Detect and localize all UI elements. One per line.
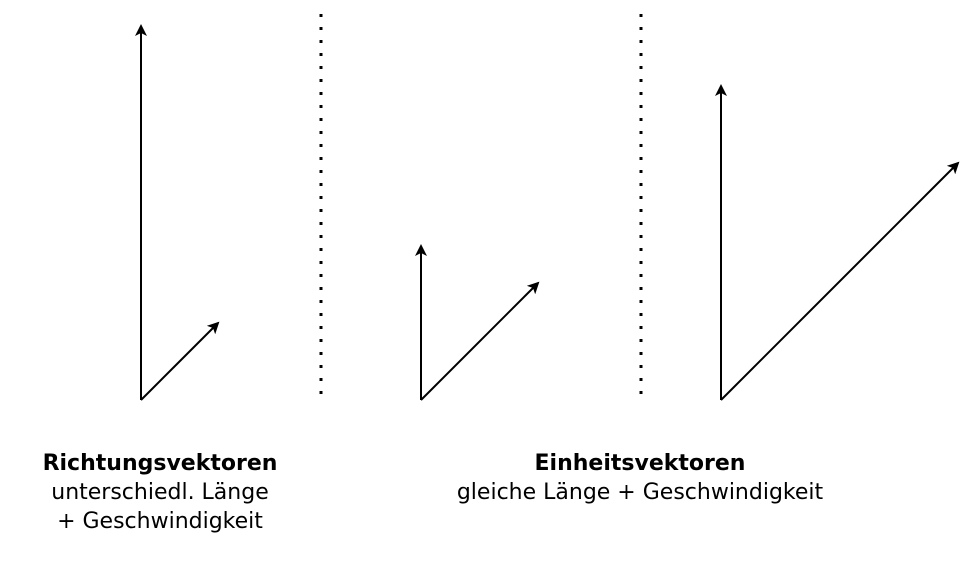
unit-vector-diagonal-long	[720, 161, 960, 401]
unit-vectors-caption: Einheitsvektoren gleiche Länge + Geschwi…	[420, 449, 860, 507]
unit-vector-diagonal-short	[420, 281, 540, 401]
unit-vectors-long-group	[715, 84, 960, 401]
direction-vectors-group	[135, 24, 220, 401]
unit-vectors-title: Einheitsvektoren	[534, 451, 746, 476]
direction-vectors-title: Richtungsvektoren	[42, 451, 278, 476]
direction-vectors-line2: + Geschwindigkeit	[57, 509, 263, 534]
direction-vectors-line1: unterschiedl. Länge	[51, 480, 269, 505]
direction-vector-diagonal	[140, 321, 220, 401]
unit-vectors-line1: gleiche Länge + Geschwindigkeit	[456, 480, 824, 505]
unit-vectors-short-group	[415, 244, 540, 401]
direction-vectors-caption: Richtungsvektoren unterschiedl. Länge + …	[20, 449, 300, 536]
